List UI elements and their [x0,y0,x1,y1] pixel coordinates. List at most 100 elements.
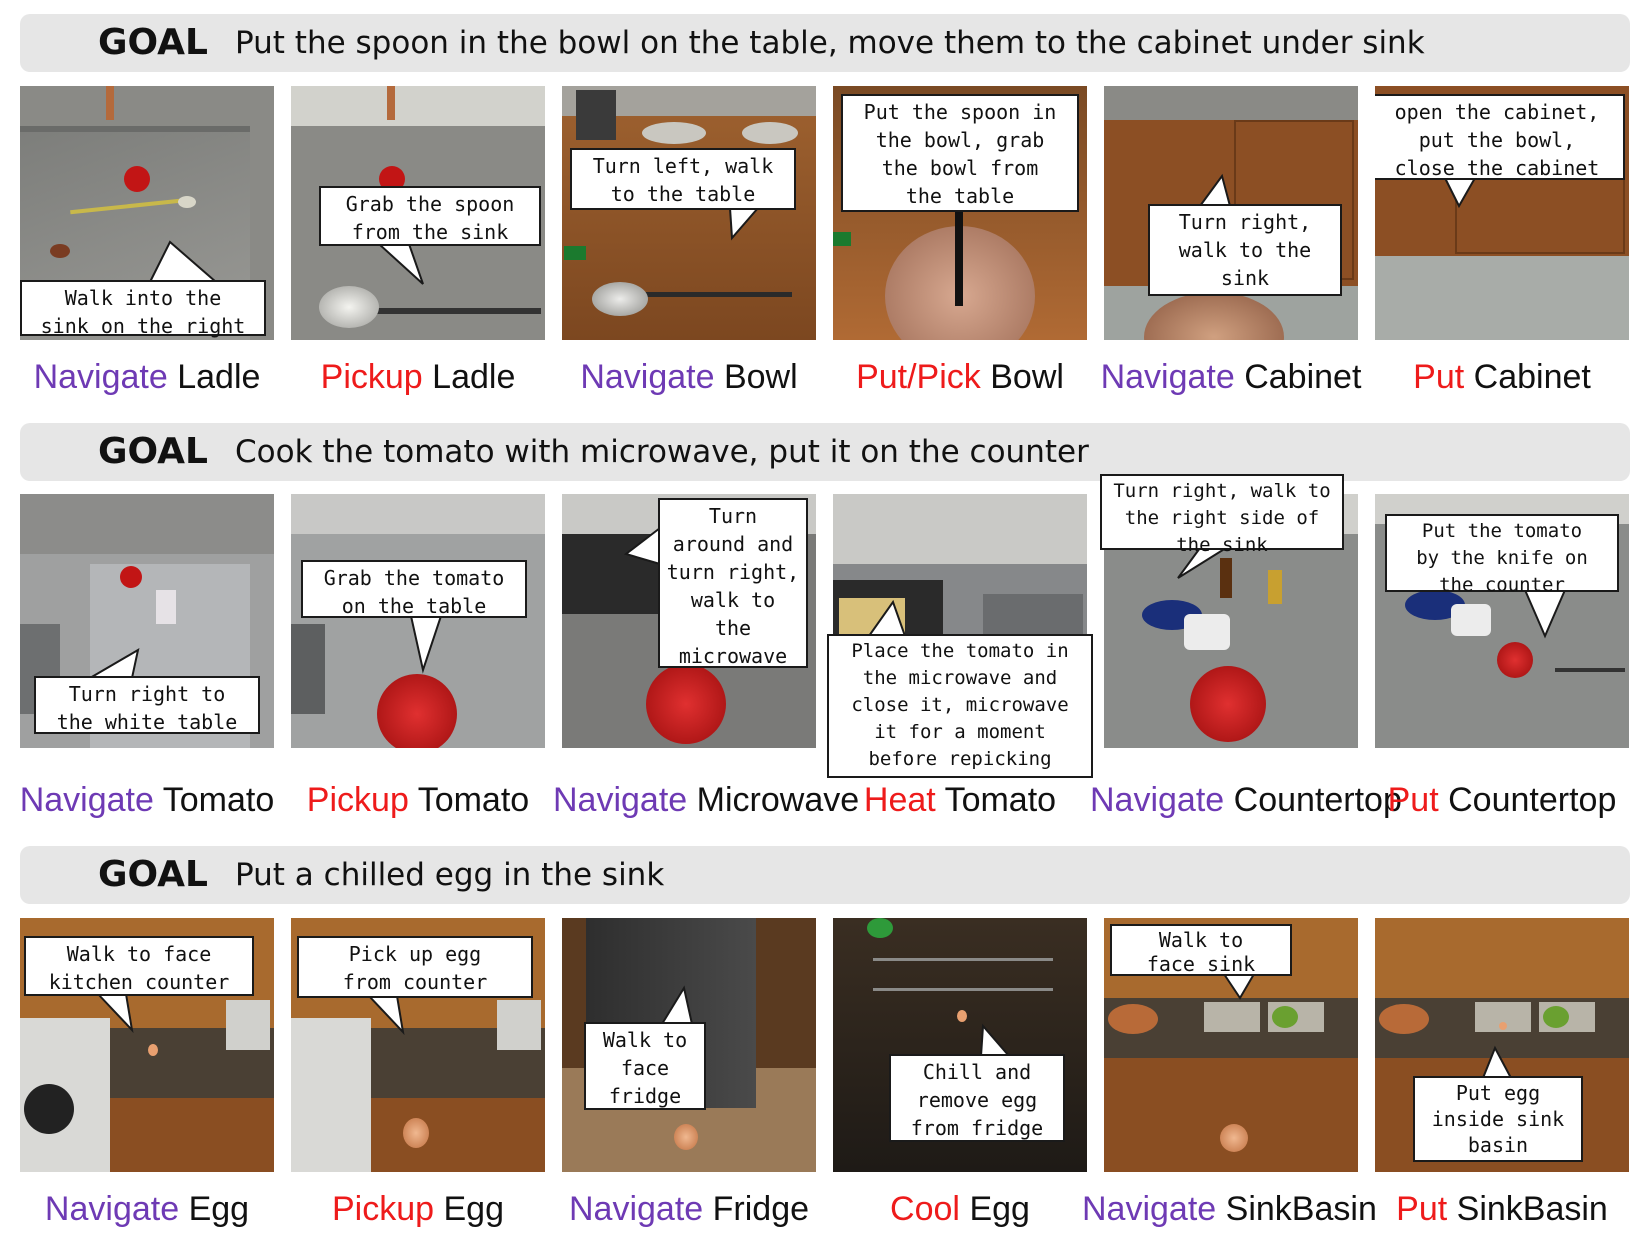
action-label: Pickup [320,358,423,396]
frame-putpick-bowl: Put the spoon in the bowl, grab the bowl… [833,86,1087,340]
step-caption: Put SinkBasin [1366,1190,1638,1229]
goal-label: GOAL [98,854,208,895]
tomato-object [120,566,142,588]
action-label: Heat [863,781,936,819]
step-caption: Navigate Bowl [553,358,825,397]
action-label: Cool [890,1190,960,1228]
bottle [1268,570,1282,604]
faucet [106,86,114,120]
step-caption: Navigate Tomato [11,781,283,820]
instruction-bubble: Walk to face sink [1110,924,1292,976]
bowl-object [642,122,706,144]
step-caption: Put Countertop [1366,781,1638,820]
goal-text: Put a chilled egg in the sink [235,857,665,893]
instruction-bubble: Grab the spoon from the sink [319,186,541,246]
tomato-object [646,664,726,744]
instruction-bubble: Turn right to the white table [34,676,260,734]
frame-pickup-ladle: Grab the spoon from the sink [291,86,545,340]
step-caption: Navigate Countertop [1090,781,1402,820]
instruction-bubble: Put the spoon in the bowl, grab the bowl… [841,94,1079,212]
action-label: Put [1413,358,1465,396]
step-caption: Put/Pick Bowl [824,358,1096,397]
object-label: Microwave [696,781,860,819]
white-bowl [1451,604,1491,636]
fridge-shelf [873,958,1053,961]
sink-basin [1204,1002,1260,1032]
bubble-tail [728,207,761,241]
step-caption: Put Cabinet [1366,358,1638,397]
instruction-bubble: Turn around and turn right, walk to the … [658,498,808,668]
instruction-bubble: Put the tomato by the knife on the count… [1385,514,1619,596]
step-caption: Navigate Fridge [553,1190,825,1229]
action-label: Navigate [553,781,688,819]
goal-label: GOAL [98,22,208,63]
avocado [1272,1006,1298,1028]
frame-pickup-tomato: Grab the tomato on the table [291,494,545,748]
white-container [156,590,176,624]
tomato-object [124,166,150,192]
goal-text: Put the spoon in the bowl on the table, … [235,25,1425,61]
frame-put-cabinet: open the cabinet, put the bowl, close th… [1375,86,1629,340]
step-caption: Pickup Tomato [282,781,554,820]
object-label: Egg [969,1190,1030,1228]
green-sponge [564,246,586,260]
object-label: Egg [443,1190,505,1228]
burner [24,1084,74,1134]
object-label: Cabinet [1473,358,1591,396]
tomato-object [1497,642,1533,678]
instruction-bubble: Turn right, walk to the sink [1148,204,1342,296]
object-label: Ladle [177,358,261,396]
step-caption: Navigate Egg [11,1190,283,1229]
avocado [1543,1006,1569,1028]
instruction-bubble: Place the tomato in the microwave and cl… [827,634,1093,778]
action-label: Put [1387,781,1439,819]
step-caption: Navigate Cabinet [1095,358,1367,397]
instruction-bubble: Grab the tomato on the table [301,560,527,618]
bowl-object [742,122,798,144]
egg-object [1220,1124,1248,1152]
sink-basin [291,624,325,714]
frame-navigate-cabinet: Turn right, walk to the sink [1104,86,1358,340]
object-label: SinkBasin [1456,1190,1608,1228]
step-caption: Pickup Ladle [282,358,554,397]
frame-navigate-microwave: Turn around and turn right, walk to the … [562,494,816,748]
step-caption: Navigate Ladle [11,358,283,397]
step-caption: Navigate Microwave [553,781,859,820]
object-label: Countertop [1233,781,1402,819]
object-label: Ladle [432,358,516,396]
object-label: Tomato [417,781,530,819]
action-label: Navigate [568,1190,704,1228]
egg-object [148,1044,158,1056]
instruction-bubble: Pick up egg from counter [297,936,533,998]
egg-object [674,1124,698,1150]
frame-put-countertop: Put the tomato by the knife on the count… [1375,494,1629,748]
instruction-bubble: Walk to face fridge [584,1022,706,1110]
frame-navigate-ladle: Walk into the sink on the right [20,86,274,340]
egg-object [1499,1022,1507,1030]
stove [291,1018,371,1172]
white-bowl [1184,614,1230,650]
step-caption: Navigate SinkBasin [1082,1190,1377,1229]
object-label: Egg [188,1190,250,1228]
toaster [226,1000,270,1050]
frame-navigate-egg: Walk to face kitchen counter [20,918,274,1172]
object-label: Bowl [990,358,1064,396]
action-label: Pickup [331,1190,435,1228]
egg-object [403,1118,429,1148]
object-label: SinkBasin [1225,1190,1377,1228]
object-label: Bowl [723,358,798,396]
step-caption: Heat Tomato [824,781,1096,820]
faucet [387,86,395,120]
potato-object [50,244,70,258]
action-label: Navigate [1090,781,1225,819]
step-caption: Cool Egg [824,1190,1096,1229]
bread-loaf [1379,1004,1429,1034]
fridge-shelf [873,988,1053,991]
object-label: Tomato [944,781,1057,819]
ladle-object [632,292,792,297]
instruction-bubble: Walk to face kitchen counter [24,936,254,996]
action-label: Navigate [1082,1190,1217,1228]
action-label: Navigate [44,1190,180,1228]
toaster [497,1000,541,1050]
frame-pickup-egg: Pick up egg from counter [291,918,545,1172]
